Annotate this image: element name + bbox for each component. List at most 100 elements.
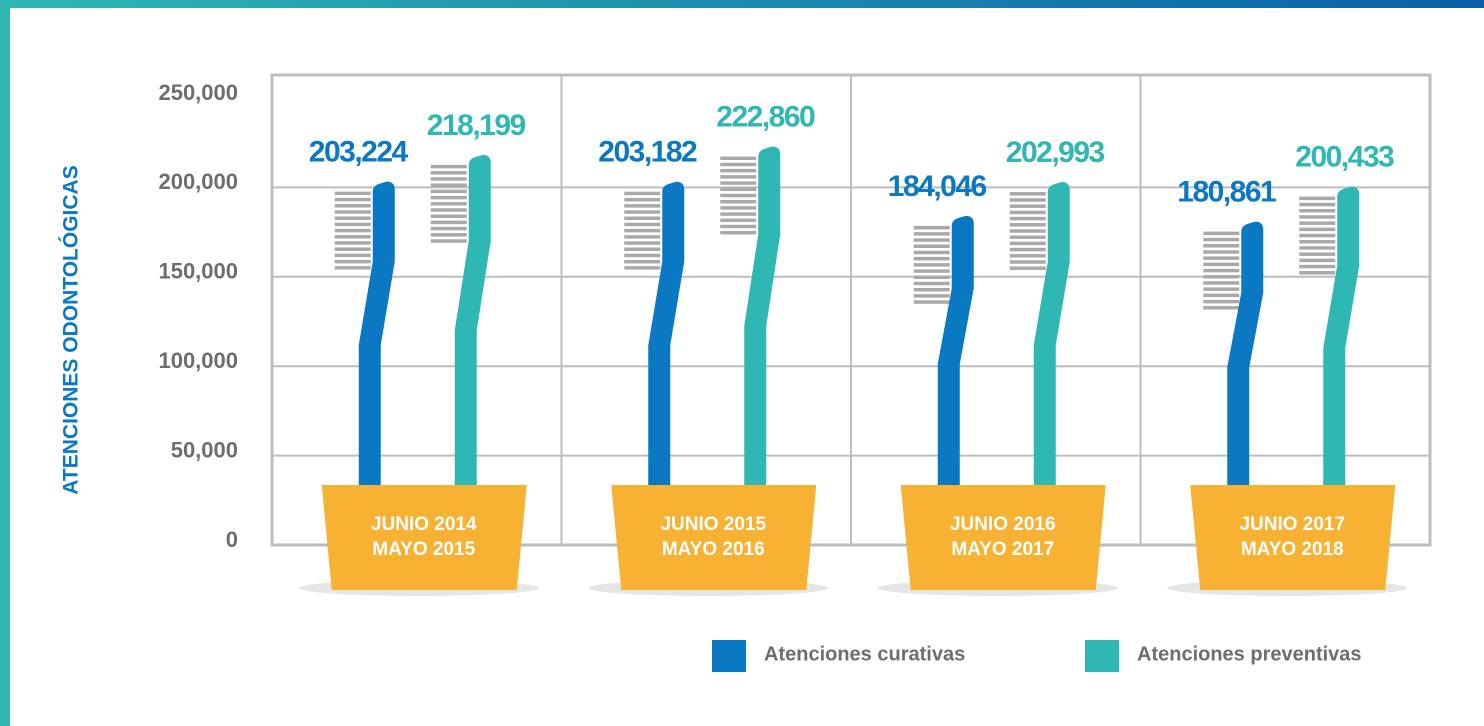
bristle xyxy=(1203,250,1239,254)
bristle xyxy=(720,157,756,161)
y-tick-label: 50,000 xyxy=(171,437,238,462)
legend-swatch xyxy=(712,640,746,672)
bristles xyxy=(914,226,950,304)
bristle xyxy=(1203,238,1239,242)
bristle xyxy=(335,216,371,220)
bristle xyxy=(335,204,371,208)
bristle xyxy=(720,231,756,235)
bristle xyxy=(720,194,756,198)
bristle xyxy=(1010,248,1046,252)
legend-swatch xyxy=(1085,640,1119,672)
bristle xyxy=(720,163,756,167)
x-tick-label: JUNIO 2016 xyxy=(950,514,1056,535)
bristle xyxy=(1010,235,1046,239)
bristle xyxy=(720,169,756,173)
value-label: 203,224 xyxy=(309,136,409,169)
bristle xyxy=(914,269,950,273)
bristle xyxy=(1299,271,1335,275)
bristle xyxy=(1299,265,1335,269)
pot xyxy=(322,485,527,590)
bristle xyxy=(1203,269,1239,273)
bristle xyxy=(1010,260,1046,264)
bristle xyxy=(914,251,950,255)
bristle xyxy=(914,263,950,267)
bristle xyxy=(720,212,756,216)
bristle xyxy=(1299,259,1335,263)
value-label: 203,182 xyxy=(598,136,697,169)
bristle xyxy=(1010,254,1046,258)
bristle xyxy=(431,183,467,187)
bristle xyxy=(624,266,660,270)
y-tick-label: 250,000 xyxy=(158,80,238,105)
bristle xyxy=(1203,281,1239,285)
x-tick-label: MAYO 2015 xyxy=(372,539,475,560)
x-tick-label: JUNIO 2015 xyxy=(660,514,766,535)
bristle xyxy=(914,245,950,249)
bristle xyxy=(1010,192,1046,196)
bristles xyxy=(335,192,371,270)
chart: ATENCIONES ODONTOLÓGICAS 050,000100,0001… xyxy=(0,0,1484,726)
bristle xyxy=(431,196,467,200)
value-label: 218,199 xyxy=(427,109,526,142)
x-tick-label: MAYO 2017 xyxy=(951,539,1054,560)
bristle xyxy=(914,288,950,292)
legend-label: Atenciones preventivas xyxy=(1137,643,1362,665)
legend-label: Atenciones curativas xyxy=(764,643,965,665)
bristles xyxy=(720,157,756,235)
bristle xyxy=(1203,294,1239,298)
pot xyxy=(1190,485,1395,590)
bristle xyxy=(431,208,467,212)
bristle xyxy=(1299,221,1335,225)
left-bar xyxy=(0,0,10,726)
bristle xyxy=(914,282,950,286)
value-label: 200,433 xyxy=(1295,141,1394,174)
bristle xyxy=(1010,204,1046,208)
bristle xyxy=(431,221,467,225)
bristle xyxy=(720,181,756,185)
bristle xyxy=(624,223,660,227)
bristle xyxy=(1010,223,1046,227)
bristle xyxy=(624,254,660,257)
bristle xyxy=(431,165,467,169)
bristle xyxy=(431,177,467,181)
bristle xyxy=(624,198,660,202)
value-label: 180,861 xyxy=(1177,176,1276,209)
bristle xyxy=(335,192,371,196)
bristle xyxy=(720,175,756,179)
bristle xyxy=(914,232,950,236)
bristle xyxy=(914,226,950,230)
bristle xyxy=(1299,234,1335,238)
bristle xyxy=(1010,229,1046,233)
bristle xyxy=(1299,240,1335,244)
bristle xyxy=(914,238,950,242)
bristle xyxy=(1203,232,1239,236)
x-tick-label: MAYO 2018 xyxy=(1241,539,1344,560)
bristle xyxy=(1010,242,1046,246)
value-label: 202,993 xyxy=(1006,136,1105,169)
bristle xyxy=(431,233,467,237)
bristle xyxy=(431,190,467,194)
bristle xyxy=(335,223,371,227)
value-label: 184,046 xyxy=(888,170,987,203)
y-axis-label: ATENCIONES ODONTOLÓGICAS xyxy=(59,165,83,494)
bristle xyxy=(1299,197,1335,201)
bristle xyxy=(335,260,371,264)
bristle xyxy=(1010,198,1046,202)
bristle xyxy=(1203,300,1239,304)
bristle xyxy=(335,198,371,202)
bristle xyxy=(1010,217,1046,221)
bristle xyxy=(1010,266,1046,270)
bristle xyxy=(1203,256,1239,260)
bristle xyxy=(1203,244,1239,248)
bristle xyxy=(335,266,371,270)
bristle xyxy=(720,200,756,204)
top-bar xyxy=(0,0,1484,8)
y-tick-label: 0 xyxy=(226,527,238,552)
bristle xyxy=(624,217,660,221)
bristle xyxy=(624,192,660,196)
bristle xyxy=(1299,209,1335,213)
pot xyxy=(611,485,816,590)
value-label: 222,860 xyxy=(716,100,815,133)
bristle xyxy=(431,214,467,218)
bristle xyxy=(1299,215,1335,219)
